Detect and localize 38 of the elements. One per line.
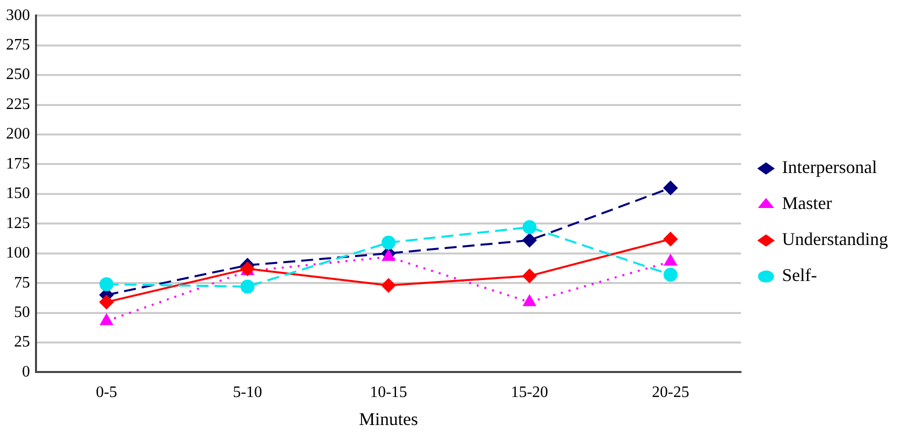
point [664, 254, 677, 266]
point [382, 278, 396, 292]
point [100, 314, 113, 326]
y-tick-label: 250 [6, 66, 30, 84]
x-tick-label: 5-10 [232, 384, 262, 402]
y-tick-label: 225 [6, 96, 30, 113]
x-tick-label: 0-5 [96, 384, 118, 402]
point [100, 277, 114, 292]
legend-label: Understanding [782, 229, 888, 250]
point [522, 268, 537, 283]
y-tick-label: 100 [6, 244, 30, 262]
point [664, 180, 678, 195]
point [522, 233, 537, 248]
x-axis-title: Minutes [359, 408, 418, 429]
point [523, 295, 536, 306]
legend-label: Self- [782, 265, 818, 286]
point [522, 220, 537, 234]
legend-label: Interpersonal [782, 157, 877, 178]
point [382, 236, 396, 250]
y-tick-label: 150 [6, 185, 30, 202]
x-tick-label: 15-20 [510, 384, 548, 402]
x-tick-label: 10-15 [370, 384, 408, 402]
point [382, 250, 395, 261]
y-tick-label: 300 [6, 6, 30, 24]
y-tick-label: 275 [6, 36, 30, 54]
y-tick-label: 50 [14, 304, 30, 321]
point [664, 268, 678, 282]
x-tick-label: 20-25 [652, 384, 690, 402]
y-tick-label: 75 [14, 274, 30, 292]
point [664, 232, 678, 246]
y-tick-label: 25 [14, 334, 30, 351]
point [100, 295, 114, 310]
y-tick-label: 175 [6, 155, 30, 172]
y-tick-label: 0 [22, 363, 30, 380]
y-tick-label: 125 [6, 214, 30, 232]
point [240, 280, 255, 294]
legend-label: Master [782, 193, 832, 214]
y-tick-label: 200 [6, 126, 30, 143]
